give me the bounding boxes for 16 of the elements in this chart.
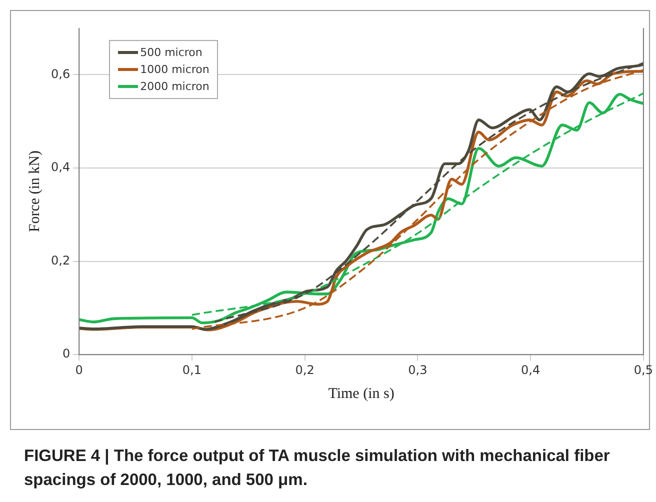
y-tick-label: 0,4	[50, 160, 70, 174]
x-tick-label: 0,2	[295, 362, 314, 377]
y-tick-label: 0	[62, 346, 70, 361]
legend-label: 500 micron	[140, 46, 202, 59]
legend-label: 2000 micron	[140, 80, 210, 93]
y-tick-label: 0,2	[50, 253, 70, 268]
x-tick-label: 0,5	[634, 362, 654, 377]
legend-label: 1000 micron	[140, 63, 210, 76]
caption: FIGURE 4 | The force output of TA muscle simulation with mechanical fiber spacings of 2000, 1000, and 500 μm.	[24, 446, 611, 491]
x-axis-title: Time (in s)	[328, 386, 394, 402]
x-tick-label: 0,4	[521, 362, 540, 377]
x-tick-label: 0,1	[182, 362, 202, 377]
x-tick-label: 0	[75, 362, 83, 377]
x-tick-label: 0,3	[408, 362, 428, 377]
y-axis-title: Force (in kN)	[26, 150, 43, 232]
y-tick-label: 0,6	[50, 66, 70, 81]
